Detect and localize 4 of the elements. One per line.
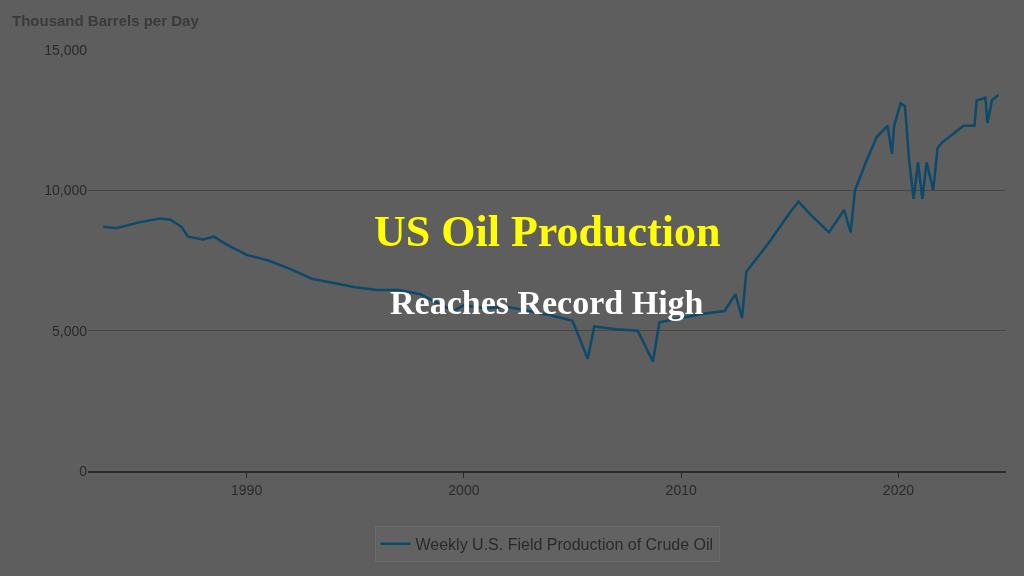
- text: Reaches Record High: [390, 284, 704, 321]
- line-series: [101, 93, 1000, 363]
- text: US Oil Production: [374, 207, 721, 256]
- legend-label: Weekly U.S. Field Production of Crude Oil: [415, 535, 714, 553]
